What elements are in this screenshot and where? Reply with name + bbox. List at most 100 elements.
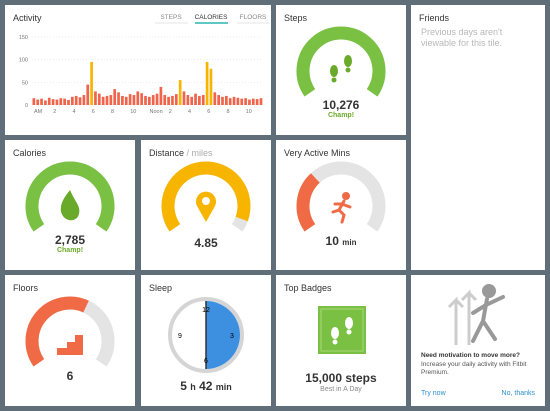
activity-bar [40,98,43,105]
activity-bar [178,80,182,105]
x-tick-label: 2 [53,109,56,115]
arrows [447,289,478,345]
y-tick-label: 50 [22,80,28,86]
activity-bar [244,98,247,105]
gauge-progress [25,296,89,367]
activity-bar [182,91,186,105]
activity-bar [51,99,55,105]
distance-value: 4.85 [194,236,218,250]
activity-bar [101,96,105,105]
activity-bar [248,99,251,105]
gauge-track [296,161,386,232]
steps-value: 10,276 [322,98,360,112]
badge-border [320,308,364,352]
activity-bar [136,91,140,105]
x-tick-label: 10 [130,109,136,115]
activity-bar [209,68,213,105]
gauge [296,161,386,232]
x-tick-label: 2 [169,109,172,115]
tab[interactable]: STEPS [160,14,182,21]
activity-bar [78,97,82,105]
activity-bar [55,99,59,105]
activity-bar [124,96,128,105]
clock-label: 6 [204,358,208,365]
active-unit: min [342,238,357,247]
activity-bar [217,95,220,105]
badge [318,306,366,354]
activity-chart: 0 50 100 150 AM 2 4 6 8 10 Noon 2 4 6 8 10 STEPS CALORIES… [19,14,270,115]
stairs-icon [57,335,83,355]
activity-bar [47,97,51,105]
activity-bar [90,61,93,105]
sleep-hours: 5 [180,379,187,393]
activity-bar [140,93,143,105]
friends-tile: Friends Previous days aren't viewable fo… [411,5,545,270]
flame-icon [60,190,80,221]
activity-bar [132,95,136,105]
gauge [296,26,386,97]
sleep-tile: Sleep 12 3 6 9 5 h 42 min [141,275,271,406]
no-thanks-link[interactable]: No, thanks [501,390,535,397]
badge-image [318,306,366,354]
activity-bar [121,95,124,105]
gauge-progress [25,161,115,232]
activity-bar [221,96,224,105]
steps-tile: Steps 10,276 Champ! [276,5,406,135]
tile-title: Friends [419,13,450,23]
x-tick-label: 8 [227,109,230,115]
activity-bar [71,96,74,105]
gauge [25,296,115,367]
activity-bar [163,95,167,105]
activity-bar [151,95,155,105]
x-tick-label: Noon [150,109,163,115]
pin-icon [196,191,216,222]
activity-bar [251,98,255,105]
clock-label: 9 [178,333,182,340]
clock-label: 12 [202,307,210,314]
pin-hole [202,197,210,205]
activity-bar [190,96,194,105]
friends-message: Previous days aren't viewable for this t… [421,27,503,48]
tile-title-text: Distance [149,148,185,158]
activity-bar [63,98,66,105]
premium-heading: Need motivation to move more? [421,352,520,359]
activity-bar [44,100,47,105]
sleep-value: 5 h 42 min [141,379,271,393]
badge-name: 15,000 steps [305,371,377,385]
y-tick-label: 0 [25,103,28,109]
activity-bar [174,94,178,105]
activity-tile: Activity 0 50 100 150 AM 2 4 6 8 10 Noon 2 4 6 8 10 STEP… [5,5,271,135]
activity-bar [228,98,232,105]
tab[interactable]: FLOORS [240,14,267,21]
tile-title: Steps [284,13,308,23]
gauge [161,161,251,232]
activity-bar [213,92,217,105]
x-tick-label: 6 [92,109,95,115]
sleep-clock: 12 3 6 9 [168,297,244,373]
tile-title: Very Active Mins [284,148,351,158]
active-tile: Very Active Mins 10 min [276,140,406,270]
x-tick-label: 6 [207,109,210,115]
gauge-progress [296,26,386,97]
activity-bar [159,86,163,105]
sleep-minutes: 42 [199,379,213,393]
tile-title: Floors [13,283,39,293]
try-now-link[interactable]: Try now [421,390,446,397]
activity-bar [236,97,240,105]
activity-bar [194,93,197,105]
premium-text: Increase your daily activity with Fitbit… [421,361,527,376]
x-tick-label: 8 [111,109,114,115]
active-value: 10 [325,234,339,248]
activity-bar [128,94,132,105]
calories-value: 2,785 [54,233,86,247]
tab[interactable]: CALORIES [195,14,229,21]
activity-bar [240,98,244,105]
x-tick-label: 4 [188,109,191,115]
activity-bar [171,95,174,105]
tile-title: Distance / miles [149,148,213,158]
gauge-progress [161,161,251,232]
tile-title: Sleep [149,283,173,293]
tile-title: Top Badges [284,283,332,293]
clock-label: 3 [230,333,234,340]
